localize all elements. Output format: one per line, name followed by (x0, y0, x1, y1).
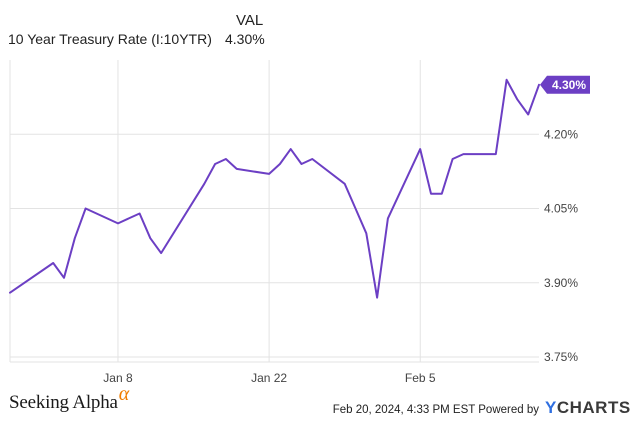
timestamp-powered-by: Feb 20, 2024, 4:33 PM EST Powered by (332, 404, 539, 416)
ycharts-logo: YCHARTS (545, 398, 631, 418)
y-tick-label: 3.90% (544, 276, 578, 290)
legend: VAL 10 Year Treasury Rate (I:10YTR) 4.30… (0, 12, 635, 52)
last-value-label: 4.30% (552, 78, 586, 92)
series-line (9, 78, 540, 299)
last-value-tag (540, 75, 590, 94)
brand-name: Seeking Alpha (9, 392, 118, 413)
y-tick-label: 4.20% (544, 127, 578, 141)
ycharts-rest: CHARTS (556, 398, 631, 417)
legend-series-value: 4.30% (225, 31, 265, 47)
y-tick-label: 4.05% (544, 202, 578, 216)
x-tick-label: Feb 5 (405, 371, 436, 385)
legend-series-name[interactable]: 10 Year Treasury Rate (I:10YTR) (8, 31, 212, 47)
x-tick-label: Jan 22 (251, 371, 287, 385)
ycharts-y: Y (545, 398, 557, 417)
seeking-alpha-logo: Seeking Alphaα (9, 383, 129, 414)
y-tick-label: 3.75% (544, 350, 578, 364)
alpha-icon: α (118, 383, 130, 405)
legend-header: VAL (236, 12, 264, 29)
x-tick-label: Jan 8 (103, 371, 133, 385)
